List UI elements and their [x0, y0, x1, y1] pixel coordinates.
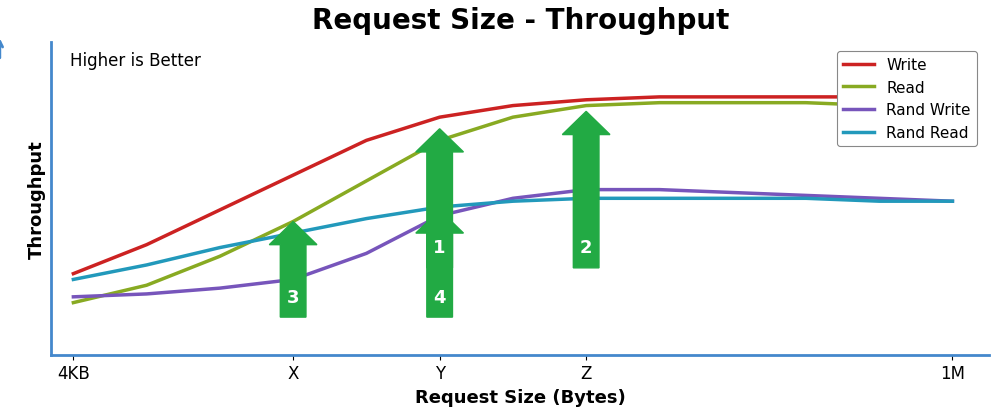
Rand Write [727, 190, 739, 195]
Write [214, 208, 226, 213]
Rand Read [507, 199, 519, 204]
Write [433, 115, 445, 120]
Read [873, 104, 885, 109]
Rand Write [361, 251, 373, 256]
Line: Write: Write [74, 97, 952, 274]
Line: Rand Read: Rand Read [74, 199, 952, 280]
Rand Read [873, 199, 885, 204]
FancyArrow shape [269, 222, 317, 317]
Write [800, 95, 812, 100]
Rand Write [68, 294, 80, 299]
Write [140, 242, 152, 247]
Read [68, 300, 80, 305]
Text: 4: 4 [433, 288, 446, 306]
Rand Read [361, 216, 373, 221]
Rand Write [140, 292, 152, 297]
Rand Read [287, 231, 299, 236]
Rand Write [214, 286, 226, 291]
Rand Write [653, 188, 665, 192]
Write [507, 104, 519, 109]
Write [873, 95, 885, 100]
Read [361, 179, 373, 184]
Write [727, 95, 739, 100]
Rand Write [433, 214, 445, 218]
FancyArrow shape [416, 210, 463, 317]
Rand Read [581, 196, 593, 201]
Read [287, 219, 299, 224]
Rand Write [507, 196, 519, 201]
Text: Higher is Better: Higher is Better [70, 52, 201, 70]
Rand Read [433, 205, 445, 210]
Rand Read [946, 199, 958, 204]
Read [214, 254, 226, 259]
Line: Read: Read [74, 103, 952, 303]
Read [653, 101, 665, 106]
Title: Request Size - Throughput: Request Size - Throughput [312, 7, 729, 35]
FancyArrow shape [563, 112, 610, 268]
Rand Write [287, 277, 299, 282]
Text: 1: 1 [433, 239, 446, 256]
Rand Write [581, 188, 593, 192]
Line: Rand Write: Rand Write [74, 190, 952, 297]
Read [433, 138, 445, 143]
Write [361, 138, 373, 143]
Write [287, 173, 299, 178]
Write [946, 98, 958, 103]
Rand Write [873, 196, 885, 201]
Rand Write [800, 193, 812, 198]
Read [507, 115, 519, 120]
FancyArrow shape [416, 129, 463, 268]
Rand Read [800, 196, 812, 201]
Read [727, 101, 739, 106]
Write [581, 98, 593, 103]
Write [68, 271, 80, 276]
Rand Write [946, 199, 958, 204]
Rand Read [140, 263, 152, 268]
Text: 2: 2 [580, 239, 593, 256]
Read [800, 101, 812, 106]
Rand Read [653, 196, 665, 201]
Read [946, 107, 958, 112]
Rand Read [214, 245, 226, 250]
Rand Read [68, 277, 80, 282]
Text: 3: 3 [287, 288, 300, 306]
Y-axis label: Throughput: Throughput [28, 140, 46, 258]
Read [140, 283, 152, 288]
Read [581, 104, 593, 109]
Write [653, 95, 665, 100]
Rand Read [727, 196, 739, 201]
Legend: Write, Read, Rand Write, Rand Read: Write, Read, Rand Write, Rand Read [838, 52, 977, 147]
X-axis label: Request Size (Bytes): Request Size (Bytes) [415, 388, 625, 406]
